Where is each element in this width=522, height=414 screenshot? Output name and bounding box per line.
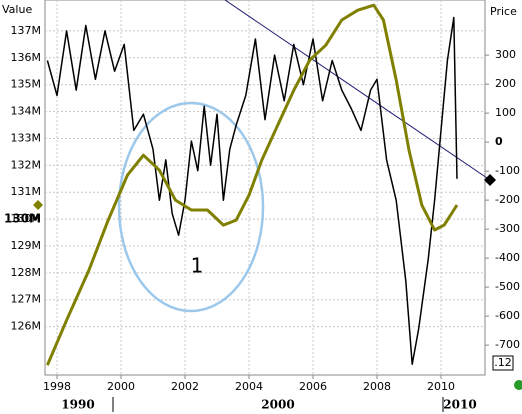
y2-tick-label: -200 — [495, 193, 520, 206]
y-tick-label: 129M — [11, 239, 42, 252]
y2-tick-label: -300 — [495, 222, 520, 235]
y-tick-label: 135M — [11, 78, 42, 91]
highlight-ellipse — [117, 101, 265, 313]
y-tick-label: 132M — [11, 158, 42, 171]
period-label: 1990 — [61, 398, 94, 412]
y-tick-label: 133M — [11, 131, 42, 144]
y-tick-label: 136M — [11, 51, 42, 64]
y2-tick-label: 200 — [495, 77, 516, 90]
y2-tick-label: 0 — [495, 135, 503, 148]
y2-tick-label: -700 — [495, 338, 520, 351]
x-tick-label: 2004 — [235, 380, 263, 393]
y-tick-label: 127M — [11, 293, 42, 306]
x-tick-label: 2000 — [107, 380, 135, 393]
corner-label: .12 — [494, 356, 512, 369]
annotation: 1 — [191, 254, 204, 278]
status-dot — [514, 380, 522, 390]
x-tick-label: 1998 — [43, 380, 71, 393]
marker-label: 130M — [4, 212, 41, 226]
y-tick-label: 131M — [11, 185, 42, 198]
y2-axis-title: Price — [490, 5, 517, 18]
x-tick-label: 2008 — [363, 380, 391, 393]
y-tick-label: 130M — [11, 212, 42, 225]
x-tick-label: 2006 — [299, 380, 327, 393]
y-tick-label: 134M — [11, 105, 42, 118]
y-tick-label: 126M — [11, 320, 42, 333]
trend-end-marker — [484, 174, 496, 186]
x-tick-label: 2002 — [171, 380, 199, 393]
y-axis-title: Value — [2, 3, 32, 16]
y2-tick-label: -600 — [495, 309, 520, 322]
y2-tick-label: -500 — [495, 280, 520, 293]
y2-tick-label: 300 — [495, 48, 516, 61]
y2-tick-label: -400 — [495, 251, 520, 264]
trend-line — [224, 0, 491, 181]
period-label: 2010 — [443, 398, 476, 412]
x-tick-label: 2010 — [427, 380, 455, 393]
series-line — [46, 3, 459, 366]
series-line — [46, 16, 458, 365]
y-tick-label: 128M — [11, 266, 42, 279]
period-label: 2000 — [261, 398, 294, 412]
y2-tick-label: -100 — [495, 164, 520, 177]
y-tick-label: 137M — [11, 24, 42, 37]
series-end-marker — [33, 200, 43, 211]
corner-box — [492, 355, 514, 371]
y2-tick-label: 100 — [495, 106, 516, 119]
